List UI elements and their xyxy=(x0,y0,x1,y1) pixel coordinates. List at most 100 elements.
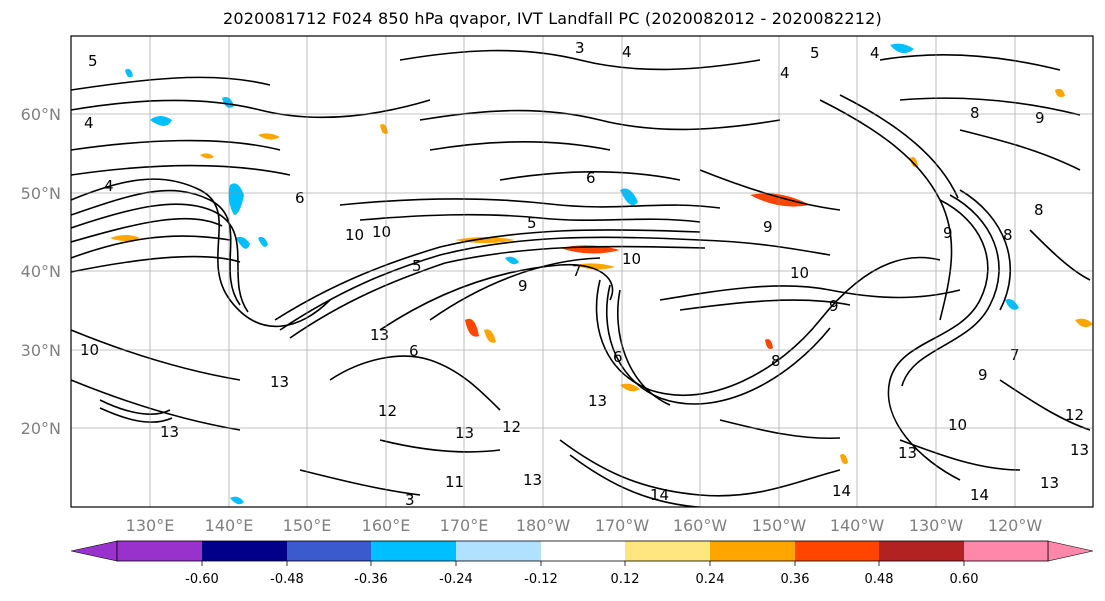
colorbar-segment xyxy=(541,541,625,561)
contour-label: 13 xyxy=(270,373,289,391)
lat-label: 50°N xyxy=(21,184,61,203)
contour-label: 4 xyxy=(104,177,114,195)
contour-label: 13 xyxy=(588,392,607,410)
contour-label: 10 xyxy=(790,264,809,282)
contour-label: 6 xyxy=(295,189,305,207)
colorbar-tick-label: -0.60 xyxy=(185,572,219,587)
colorbar-outline xyxy=(116,540,1049,562)
contour-label: 6 xyxy=(409,342,419,360)
contour-label: 12 xyxy=(502,418,521,436)
contour-label: 10 xyxy=(622,250,641,268)
contour-label: 6 xyxy=(586,169,596,187)
contour-label: 5 xyxy=(810,44,820,62)
lon-label: 170°W xyxy=(595,516,650,535)
contour-label: 8 xyxy=(1034,201,1044,219)
colorbar-tick-labels: -0.60 -0.48 -0.36 -0.24 -0.12 0.12 0.24 … xyxy=(185,572,978,587)
contour-label: 4 xyxy=(84,114,94,132)
colorbar: -0.60 -0.48 -0.36 -0.24 -0.12 0.12 0.24 … xyxy=(70,540,1094,587)
contour-label: 13 xyxy=(370,326,389,344)
contour-labels: 5 4 3 4 5 4 4 8 9 4 6 6 5 9 10 5 7 10 10… xyxy=(80,39,1089,509)
lon-label: 140°E xyxy=(205,516,254,535)
colorbar-tick-label: -0.12 xyxy=(524,572,558,587)
contour-label: 13 xyxy=(455,424,474,442)
colorbar-tick-label: -0.36 xyxy=(354,572,388,587)
contour-label: 10 xyxy=(372,223,391,241)
contour-label: 10 xyxy=(345,226,364,244)
colorbar-segment xyxy=(287,541,371,561)
colorbar-segment xyxy=(371,541,456,561)
colorbar-tick-label: 0.36 xyxy=(781,572,810,587)
colorbar-segment xyxy=(117,541,202,561)
colorbar-extend-left xyxy=(70,540,118,562)
ivt-contours xyxy=(71,49,1091,507)
contour-label: 12 xyxy=(1065,406,1084,424)
colorbar-segment xyxy=(710,541,795,561)
colorbar-segment xyxy=(456,541,541,561)
contour-label: 6 xyxy=(613,348,623,366)
contour-label: 9 xyxy=(829,297,839,315)
colorbar-tick-label: -0.48 xyxy=(270,572,304,587)
lon-label: 160°E xyxy=(362,516,411,535)
contour-label: 14 xyxy=(832,482,851,500)
lat-label: 30°N xyxy=(21,341,61,360)
contour-label: 13 xyxy=(898,444,917,462)
lon-label: 180°W xyxy=(516,516,571,535)
contour-label: 14 xyxy=(650,486,669,504)
contour-label: 13 xyxy=(1040,474,1059,492)
lon-label: 170°E xyxy=(440,516,489,535)
contour-label: 8 xyxy=(970,104,980,122)
contour-label: 4 xyxy=(622,43,632,61)
lon-label: 130°W xyxy=(909,516,964,535)
map-background xyxy=(71,36,1093,507)
lat-label: 20°N xyxy=(21,419,61,438)
colorbar-segment xyxy=(879,541,964,561)
contour-label: 9 xyxy=(518,277,528,295)
lon-label: 150°W xyxy=(752,516,807,535)
colorbar-tick-label: 0.12 xyxy=(611,572,640,587)
contour-label: 3 xyxy=(575,39,585,57)
longitude-labels: 130°E 140°E 150°E 160°E 170°E 180°W 170°… xyxy=(126,516,1043,535)
contour-label: 13 xyxy=(1070,441,1089,459)
contour-label: 10 xyxy=(948,416,967,434)
contour-label: 12 xyxy=(378,402,397,420)
colorbar-segment xyxy=(964,541,1048,561)
lat-label: 60°N xyxy=(21,105,61,124)
lat-label: 40°N xyxy=(21,262,61,281)
map-frame xyxy=(70,35,1094,508)
colorbar-tick-label: 0.48 xyxy=(865,572,894,587)
colorbar-ticks xyxy=(201,561,965,566)
contour-label: 8 xyxy=(771,352,781,370)
colorbar-segment xyxy=(795,541,879,561)
qvapor-anomaly-patches xyxy=(110,43,1093,505)
lon-label: 140°W xyxy=(830,516,885,535)
contour-label: 4 xyxy=(870,44,880,62)
contour-label: 9 xyxy=(763,218,773,236)
contour-label: 9 xyxy=(943,224,953,242)
contour-label: 8 xyxy=(1003,226,1013,244)
map-panel: 5 4 3 4 5 4 4 8 9 4 6 6 5 9 10 5 7 10 10… xyxy=(70,35,1094,509)
latitude-labels: 60°N 50°N 40°N 30°N 20°N xyxy=(21,105,61,438)
map-title: 2020081712 F024 850 hPa qvapor, IVT Land… xyxy=(223,9,882,28)
colorbar-segment xyxy=(202,541,287,561)
lon-label: 150°E xyxy=(283,516,332,535)
lon-label: 130°E xyxy=(126,516,175,535)
contour-label: 13 xyxy=(523,471,542,489)
lon-label: 160°W xyxy=(673,516,728,535)
contour-label: 4 xyxy=(780,64,790,82)
contour-label: 5 xyxy=(412,257,422,275)
colorbar-tick-label: -0.24 xyxy=(439,572,473,587)
lon-label: 120°W xyxy=(988,516,1043,535)
contour-label: 5 xyxy=(88,52,98,70)
graticule xyxy=(71,36,1093,507)
contour-label: 9 xyxy=(1035,109,1045,127)
colorbar-segment xyxy=(625,541,710,561)
contour-label: 14 xyxy=(970,486,989,504)
contour-label: 3 xyxy=(405,491,415,509)
contour-label: 11 xyxy=(445,473,464,491)
colorbar-tick-label: 0.60 xyxy=(950,572,979,587)
colorbar-tick-label: 0.24 xyxy=(696,572,725,587)
contour-label: 9 xyxy=(978,366,988,384)
colorbar-extend-right xyxy=(1047,540,1094,562)
contour-label: 13 xyxy=(160,423,179,441)
